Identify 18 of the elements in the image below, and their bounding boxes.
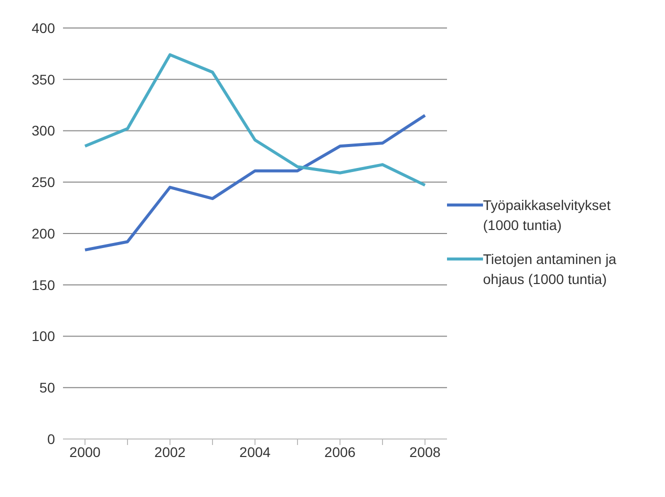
y-tick-label: 200 [32,225,56,242]
y-tick-label: 0 [47,430,56,447]
y-tick-label: 400 [32,20,56,36]
y-tick-label: 350 [32,71,56,88]
line-series [84,114,426,252]
x-tick-label: 2008 [409,444,441,460]
y-tick-label: 150 [32,276,56,293]
x-tick-label: 2000 [69,444,101,460]
y-tick-label: 250 [32,174,56,190]
x-tick-label: 2002 [154,444,186,460]
legend-label: Työpaikkaselvitykset (1000 tuntia) [483,196,612,234]
x-tick-label: 2006 [324,444,356,460]
y-tick-label: 100 [32,328,56,344]
legend-label: Tietojen antaminen ja ohjaus (1000 tuntia) [483,250,618,288]
line-series [84,53,426,187]
y-tick-label: 50 [39,380,56,396]
x-tick-label: 2004 [239,444,271,460]
y-tick-label: 300 [32,122,56,139]
